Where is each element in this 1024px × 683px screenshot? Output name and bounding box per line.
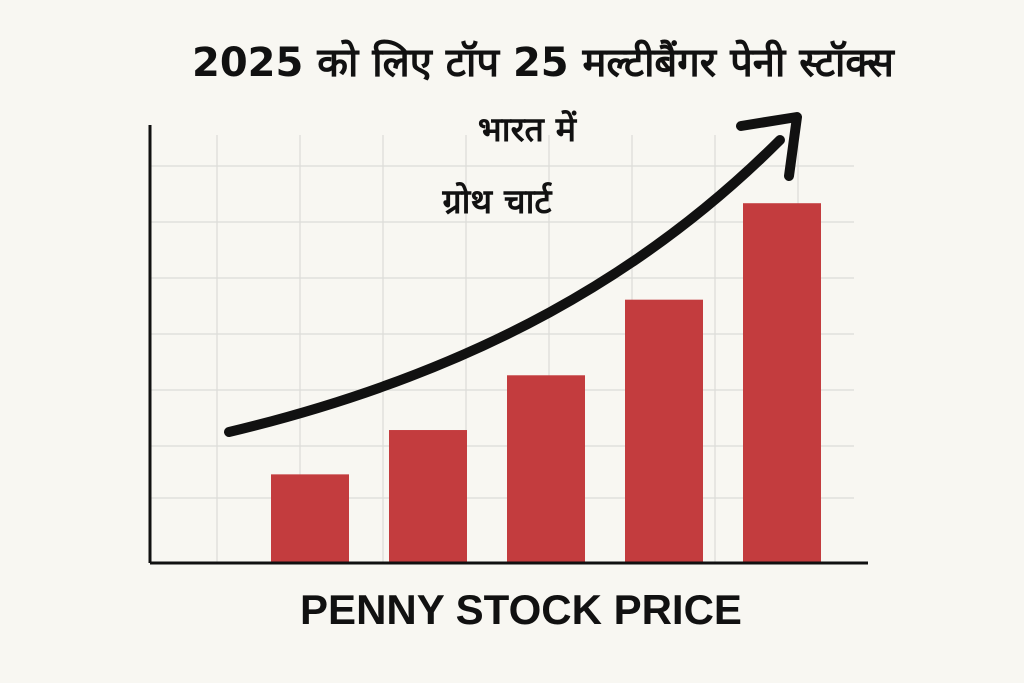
chart-subtitle-line-1: भारत में [478,109,578,150]
x-axis-label: PENNY STOCK PRICE [300,586,742,633]
bar [507,375,585,563]
bar [743,203,821,563]
bar [389,430,467,563]
trend-arrow-head [736,112,802,181]
bar [625,299,703,563]
trend-arrow-line [224,135,785,437]
bars [271,203,821,563]
bar [271,474,349,563]
chart-subtitle-line-2: ग्रोथ चार्ट [441,181,553,222]
chart-title: 2025 को लिए टॉप 25 मल्टीबैंगर पेनी स्टॉक… [192,39,896,86]
